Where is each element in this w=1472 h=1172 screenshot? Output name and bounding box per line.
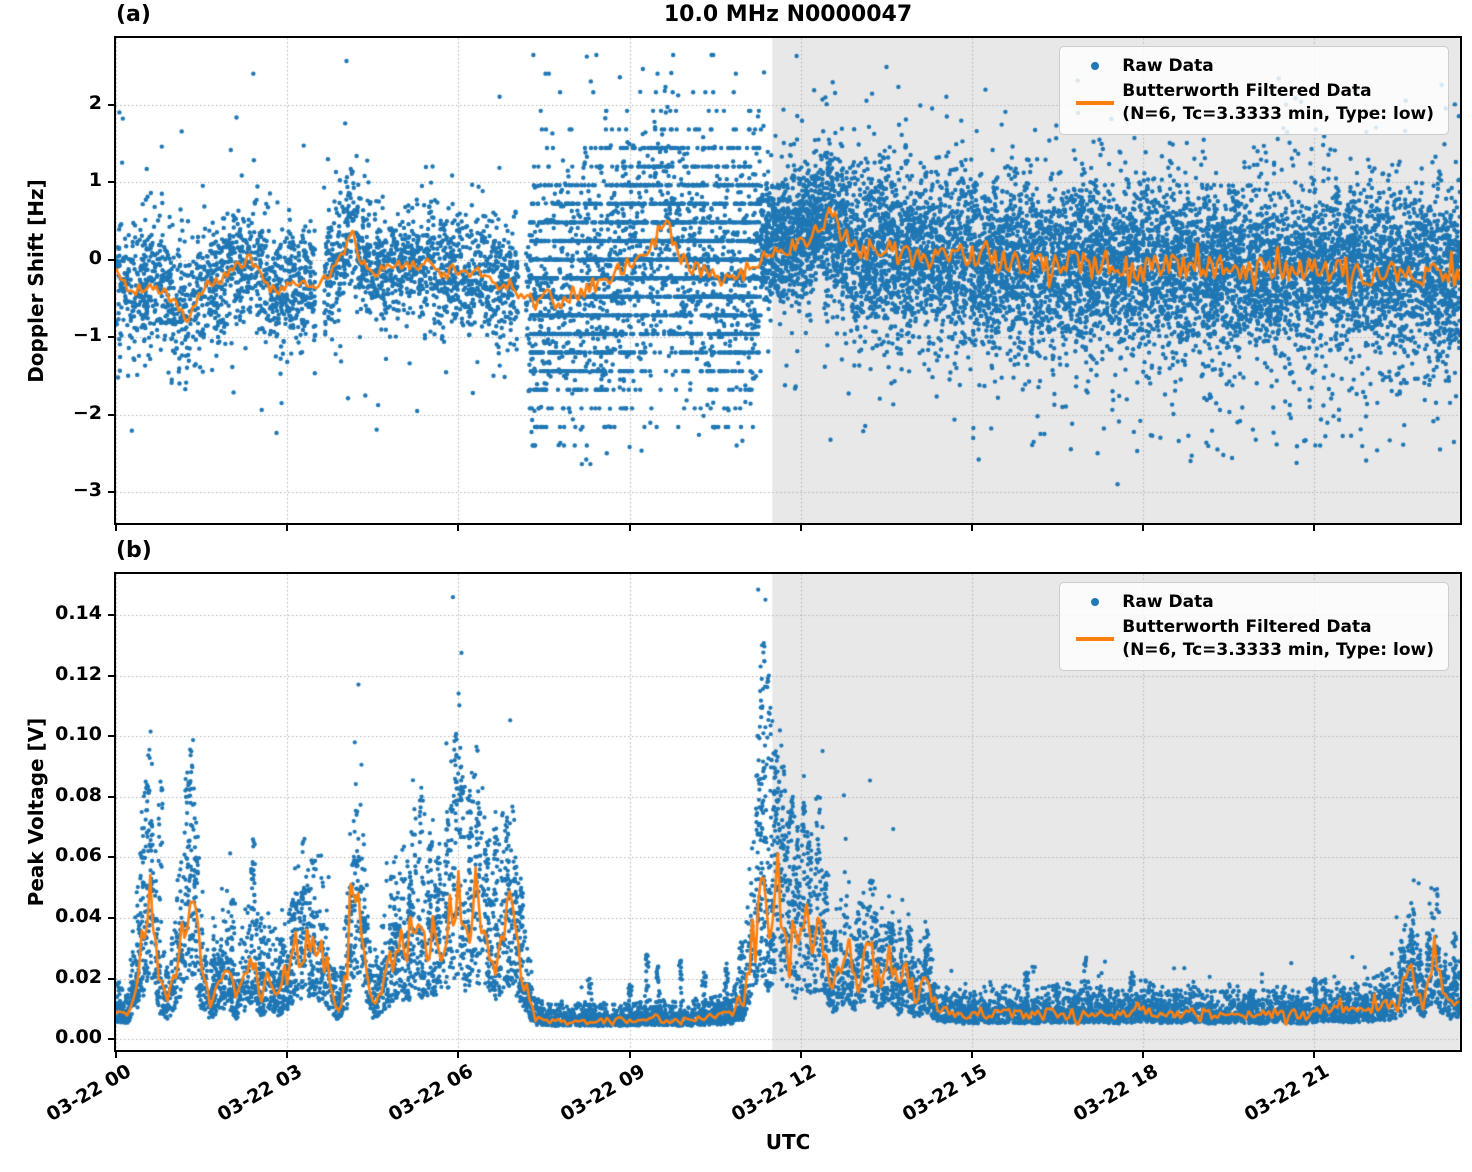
- y-tick-mark: [108, 336, 114, 339]
- y-tick-label: 0.06: [55, 844, 102, 867]
- panel-a-legend: Raw Data Butterworth Filtered Data (N=6, …: [1059, 46, 1449, 136]
- filtered-line-swatch-icon: [1076, 637, 1115, 641]
- y-tick-mark: [108, 103, 114, 106]
- x-tick-mark: [1313, 525, 1316, 531]
- x-tick-mark: [1142, 1052, 1145, 1058]
- y-tick-label: 0.02: [55, 965, 102, 988]
- legend-filtered-entry: Butterworth Filtered Data (N=6, Tc=3.3333…: [1068, 616, 1434, 661]
- x-tick-mark: [799, 525, 802, 531]
- y-tick-label: 0.14: [55, 601, 102, 624]
- x-tick-mark: [1313, 1052, 1316, 1058]
- panel-a-plot-area: Raw Data Butterworth Filtered Data (N=6, …: [114, 36, 1462, 525]
- legend-raw-label: Raw Data: [1122, 56, 1214, 76]
- y-tick-label: −2: [72, 401, 102, 424]
- y-tick-mark: [108, 977, 114, 980]
- y-tick-mark: [108, 674, 114, 677]
- x-tick-mark: [628, 525, 631, 531]
- y-tick-label: −1: [72, 324, 102, 347]
- x-tick-mark: [457, 1052, 460, 1058]
- y-tick-label: 1: [88, 169, 102, 192]
- legend-filtered-label-line1: Butterworth Filtered Data: [1122, 81, 1372, 102]
- x-tick-mark: [115, 1052, 117, 1058]
- y-tick-label: 2: [88, 91, 102, 114]
- x-tick-mark: [115, 525, 117, 531]
- panel-b-legend: Raw Data Butterworth Filtered Data (N=6, …: [1059, 582, 1449, 672]
- x-tick-mark: [628, 1052, 631, 1058]
- y-tick-label: 0.12: [55, 662, 102, 685]
- y-tick-mark: [108, 917, 114, 920]
- x-tick-mark: [799, 1052, 802, 1058]
- raw-data-marker-icon: [1091, 598, 1100, 607]
- y-tick-mark: [108, 1038, 114, 1041]
- x-tick-mark: [457, 525, 460, 531]
- x-tick-mark: [1142, 525, 1145, 531]
- y-tick-mark: [108, 413, 114, 416]
- y-tick-mark: [108, 258, 114, 261]
- legend-filtered-entry: Butterworth Filtered Data (N=6, Tc=3.3333…: [1068, 80, 1434, 125]
- y-tick-mark: [108, 856, 114, 859]
- filtered-line-swatch-icon: [1076, 101, 1115, 105]
- y-tick-mark: [108, 181, 114, 184]
- y-tick-label: 0: [88, 246, 102, 269]
- y-tick-label: 0.04: [55, 905, 102, 928]
- y-tick-label: 0.00: [55, 1026, 102, 1049]
- y-tick-mark: [108, 491, 114, 493]
- y-tick-label: 0.10: [55, 723, 102, 746]
- legend-filtered-label-line1: Butterworth Filtered Data: [1122, 617, 1372, 638]
- panel-b-plot-area: Raw Data Butterworth Filtered Data (N=6, …: [114, 572, 1462, 1052]
- legend-filtered-label-line2: (N=6, Tc=3.3333 min, Type: low): [1122, 639, 1434, 660]
- x-tick-mark: [286, 525, 289, 531]
- figure-title: 10.0 MHz N0000047: [663, 2, 913, 27]
- legend-raw-entry: Raw Data: [1068, 55, 1434, 77]
- raw-data-marker-icon: [1091, 62, 1100, 71]
- panel-b-y-axis-label: Peak Voltage [V]: [24, 717, 48, 907]
- legend-raw-entry: Raw Data: [1068, 591, 1434, 613]
- y-tick-label: −3: [72, 479, 102, 501]
- x-tick-mark: [971, 1052, 974, 1058]
- legend-raw-label: Raw Data: [1122, 592, 1214, 612]
- x-tick-mark: [971, 525, 974, 531]
- y-tick-mark: [108, 795, 114, 798]
- panel-a-label: (a): [116, 2, 151, 27]
- x-tick-mark: [286, 1052, 289, 1058]
- y-tick-label: 0.08: [55, 783, 102, 806]
- x-axis-label: UTC: [765, 1130, 811, 1154]
- y-tick-mark: [108, 735, 114, 738]
- legend-filtered-label-line2: (N=6, Tc=3.3333 min, Type: low): [1122, 103, 1434, 124]
- panel-b-label: (b): [116, 538, 152, 563]
- x-tick-label: 03-22 00: [42, 1060, 135, 1126]
- panel-a-y-axis-label: Doppler Shift [Hz]: [24, 179, 48, 383]
- y-tick-mark: [108, 613, 114, 616]
